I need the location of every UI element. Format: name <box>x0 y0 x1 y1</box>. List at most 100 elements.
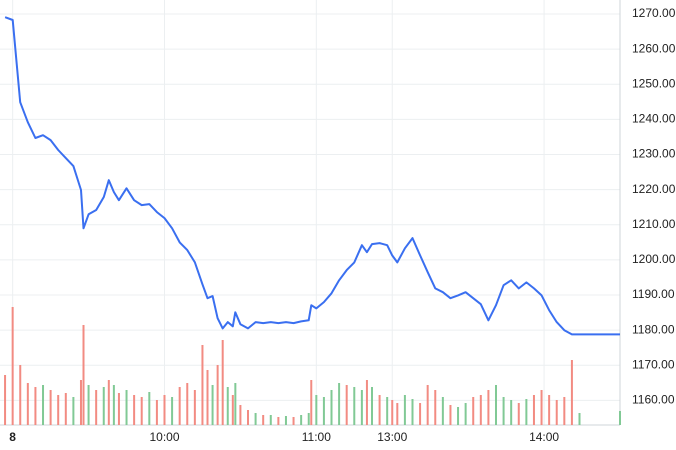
volume-bar <box>42 385 45 425</box>
volume-bar <box>226 387 229 425</box>
volume-bar <box>221 340 224 425</box>
volume-bar <box>26 383 29 425</box>
volume-bar <box>163 395 166 425</box>
volume-bar <box>411 399 414 425</box>
volume-bar <box>262 415 265 425</box>
volume-bar <box>57 395 60 425</box>
volume-bar <box>11 307 14 425</box>
volume-bar <box>201 345 204 425</box>
volume-bar <box>102 387 105 425</box>
volume-bar <box>307 413 310 425</box>
volume-bar <box>570 360 573 425</box>
y-tick-label: 1170.00 <box>632 357 675 371</box>
y-tick-label: 1210.00 <box>632 217 676 231</box>
volume-bar <box>155 400 158 425</box>
volume-bar <box>206 370 209 425</box>
volume-bar <box>378 395 381 425</box>
y-tick-label: 1250.00 <box>632 76 676 90</box>
volume-bar <box>330 390 333 425</box>
volume-bar <box>555 400 558 425</box>
y-tick-label: 1240.00 <box>632 112 676 126</box>
volume-bar <box>254 413 257 425</box>
volume-bar <box>434 390 437 425</box>
volume-bar <box>300 415 303 425</box>
volume-bar <box>619 411 621 425</box>
volume-bar <box>34 387 37 425</box>
volume-bar <box>487 390 490 425</box>
volume-bar <box>216 365 219 425</box>
volume-bar <box>548 395 551 425</box>
volume-bar <box>239 405 242 425</box>
y-tick-label: 1230.00 <box>632 147 676 161</box>
y-tick-label: 1160.00 <box>632 393 675 407</box>
volume-bar <box>419 403 422 425</box>
x-tick-label: 11:00 <box>302 430 331 444</box>
volume-bar <box>269 415 272 425</box>
x-tick-label: 13:00 <box>377 430 407 444</box>
volume-bar <box>193 390 196 425</box>
volume-bar <box>133 395 136 425</box>
volume-bar <box>396 403 399 425</box>
volume-bar <box>391 400 394 425</box>
y-tick-label: 1180.00 <box>632 322 675 336</box>
volume-bar <box>353 387 356 425</box>
volume-bar <box>117 393 120 425</box>
volume-bar <box>4 375 7 425</box>
volume-bar <box>284 416 287 425</box>
volume-bar <box>517 403 520 425</box>
volume-bar <box>510 400 513 425</box>
volume-bar <box>72 397 75 425</box>
volume-bar <box>292 417 295 425</box>
volume-bar <box>441 397 444 425</box>
volume-bar <box>112 385 115 425</box>
volume-bar <box>464 403 467 425</box>
volume-bar <box>360 390 363 425</box>
volume-bar <box>502 397 505 425</box>
volume-bar <box>495 385 497 425</box>
volume-bar <box>449 405 452 425</box>
volume-bar <box>87 385 90 425</box>
volume-bar <box>525 399 528 425</box>
volume-bar <box>95 390 98 425</box>
volume-bar <box>64 393 67 425</box>
price-line <box>4 16 620 336</box>
volume-bar <box>277 417 280 425</box>
volume-bar <box>107 380 110 425</box>
volume-bar <box>365 380 368 425</box>
volume-bar <box>247 410 249 425</box>
x-tick-label: 8 <box>9 430 16 444</box>
volume-bar <box>457 407 460 425</box>
volume-bar <box>479 395 482 425</box>
volume-bar <box>322 397 325 425</box>
y-tick-label: 1260.00 <box>632 41 676 55</box>
volume-bar <box>234 383 237 425</box>
volume-bar <box>211 385 214 425</box>
volume-bar <box>386 397 389 425</box>
volume-bar <box>231 395 234 425</box>
volume-bar <box>472 397 475 425</box>
volume-bar <box>338 383 341 425</box>
volume-bar <box>563 397 566 425</box>
volume-bar <box>82 325 85 425</box>
volume-bar <box>19 365 22 425</box>
volume-bar <box>171 397 174 425</box>
y-tick-label: 1220.00 <box>632 182 676 196</box>
y-tick-label: 1190.00 <box>632 287 675 301</box>
volume-bar <box>49 390 52 425</box>
y-tick-label: 1270.00 <box>632 6 676 20</box>
volume-bar <box>532 395 535 425</box>
x-tick-label: 10:00 <box>149 430 179 444</box>
volume-bar <box>140 397 143 425</box>
volume-bar <box>426 385 429 425</box>
x-tick-label: 14:00 <box>529 430 559 444</box>
volume-bar <box>125 390 128 425</box>
volume-bar <box>148 392 151 425</box>
volume-bar <box>371 387 373 425</box>
volume-bar <box>186 383 189 425</box>
volume-bar <box>345 385 348 425</box>
y-tick-label: 1200.00 <box>632 252 676 266</box>
volume-bar <box>578 413 581 425</box>
volume-bar <box>403 395 406 425</box>
volume-bar <box>79 380 82 425</box>
